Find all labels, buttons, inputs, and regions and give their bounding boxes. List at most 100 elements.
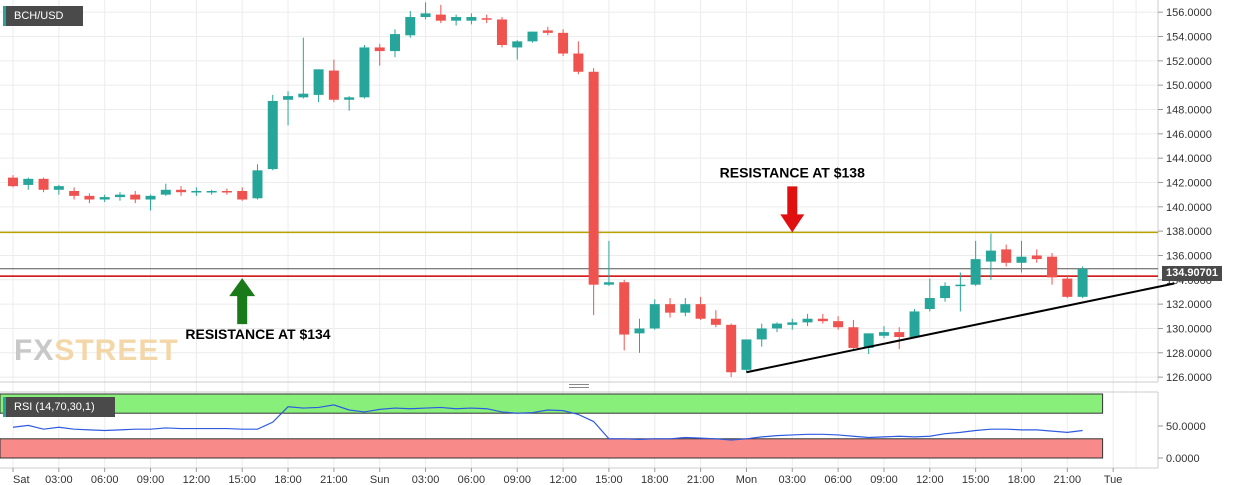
y-tick-label: 144.0000 bbox=[1166, 153, 1212, 165]
candle bbox=[817, 313, 828, 324]
candle-body bbox=[619, 282, 630, 335]
x-tick-label: 03:00 bbox=[779, 474, 807, 485]
candle-body bbox=[466, 17, 477, 21]
x-tick-label: 12:00 bbox=[549, 474, 577, 485]
x-tick-label: Sat bbox=[13, 474, 30, 485]
x-tick-label: 21:00 bbox=[320, 474, 348, 485]
candle-body bbox=[924, 298, 935, 310]
candle bbox=[23, 177, 34, 190]
candle bbox=[374, 43, 385, 66]
candle-body bbox=[221, 191, 232, 193]
candle bbox=[649, 299, 660, 330]
candle-body bbox=[970, 259, 981, 285]
candle-body bbox=[512, 41, 523, 48]
candle bbox=[206, 189, 217, 195]
candle bbox=[466, 13, 477, 25]
candle-body bbox=[420, 13, 431, 18]
candle bbox=[283, 91, 294, 126]
y-tick-label: 146.0000 bbox=[1166, 129, 1212, 141]
x-tick-label: 06:00 bbox=[91, 474, 119, 485]
candle-body bbox=[527, 31, 538, 42]
candle bbox=[878, 326, 889, 339]
x-tick-label: 06:00 bbox=[824, 474, 852, 485]
x-tick-label: 09:00 bbox=[503, 474, 531, 485]
candle bbox=[451, 14, 462, 26]
candle bbox=[390, 29, 400, 58]
candle-body bbox=[573, 53, 584, 72]
candle bbox=[38, 177, 49, 193]
y-tick-label: 126.0000 bbox=[1166, 372, 1212, 384]
candle-body bbox=[38, 178, 49, 190]
candle bbox=[665, 298, 676, 318]
candle bbox=[1016, 240, 1027, 273]
pane-resize-handle[interactable] bbox=[569, 384, 589, 390]
candle bbox=[909, 309, 920, 339]
candle bbox=[787, 318, 798, 330]
y-tick-label: 150.0000 bbox=[1166, 80, 1212, 92]
candle-body bbox=[1062, 278, 1073, 297]
x-tick-label: Sun bbox=[370, 474, 390, 485]
candle-body bbox=[833, 321, 844, 328]
candle bbox=[130, 191, 141, 204]
candle-body bbox=[99, 197, 110, 200]
candle bbox=[435, 4, 446, 24]
candle-body bbox=[680, 304, 691, 313]
candle bbox=[1031, 249, 1042, 263]
rsi-line bbox=[12, 404, 1083, 441]
rsi-indicator-label[interactable]: RSI (14,70,30,1) bbox=[3, 397, 115, 417]
candle bbox=[145, 194, 156, 211]
candle-body bbox=[23, 178, 34, 185]
candle bbox=[8, 175, 18, 188]
y-tick-label: 132.0000 bbox=[1166, 299, 1212, 311]
candle bbox=[53, 184, 64, 195]
candle-body bbox=[878, 332, 889, 336]
x-tick-label: 12:00 bbox=[183, 474, 211, 485]
candle bbox=[741, 339, 752, 373]
candle-body bbox=[191, 191, 202, 193]
candle bbox=[298, 37, 309, 99]
candle bbox=[313, 69, 324, 103]
candle-body bbox=[206, 191, 217, 193]
candle-body bbox=[283, 96, 294, 100]
candle-body bbox=[848, 327, 859, 348]
candles bbox=[8, 2, 1088, 378]
candle-body bbox=[145, 195, 156, 200]
x-tick-label: 18:00 bbox=[1008, 474, 1036, 485]
candle-body bbox=[695, 304, 706, 319]
y-tick-label: 138.0000 bbox=[1166, 226, 1212, 238]
candle bbox=[176, 186, 187, 196]
candle bbox=[84, 193, 95, 204]
candle bbox=[160, 183, 171, 196]
green-up-arrow bbox=[229, 278, 256, 325]
candle bbox=[527, 31, 538, 43]
candle-body bbox=[1031, 255, 1042, 260]
y-tick-label: 140.0000 bbox=[1166, 202, 1212, 214]
candle bbox=[802, 313, 813, 327]
candle bbox=[772, 322, 782, 333]
candle-body bbox=[237, 191, 248, 200]
candle-body bbox=[726, 324, 737, 373]
x-tick-label: 09:00 bbox=[870, 474, 898, 485]
symbol-label[interactable]: BCH/USD bbox=[3, 6, 83, 26]
candle bbox=[619, 279, 630, 351]
candle-body bbox=[267, 100, 278, 170]
candle bbox=[99, 194, 110, 202]
grid-lines bbox=[0, 0, 1158, 468]
support-trendline bbox=[746, 282, 1175, 374]
candle-body bbox=[130, 194, 141, 200]
candle bbox=[359, 45, 370, 99]
candle-body bbox=[359, 47, 370, 98]
candle-body bbox=[374, 47, 385, 52]
x-tick-label: 18:00 bbox=[641, 474, 669, 485]
x-tick-label: Mon bbox=[736, 474, 757, 485]
candle bbox=[328, 59, 339, 103]
candle bbox=[237, 187, 248, 201]
candle-body bbox=[741, 339, 752, 370]
candle bbox=[894, 327, 905, 350]
current-price-tag: 134.90701 bbox=[1162, 266, 1222, 281]
candle bbox=[848, 319, 859, 351]
y-tick-label: 136.0000 bbox=[1166, 250, 1212, 262]
watermark-street: STREET bbox=[54, 334, 178, 367]
